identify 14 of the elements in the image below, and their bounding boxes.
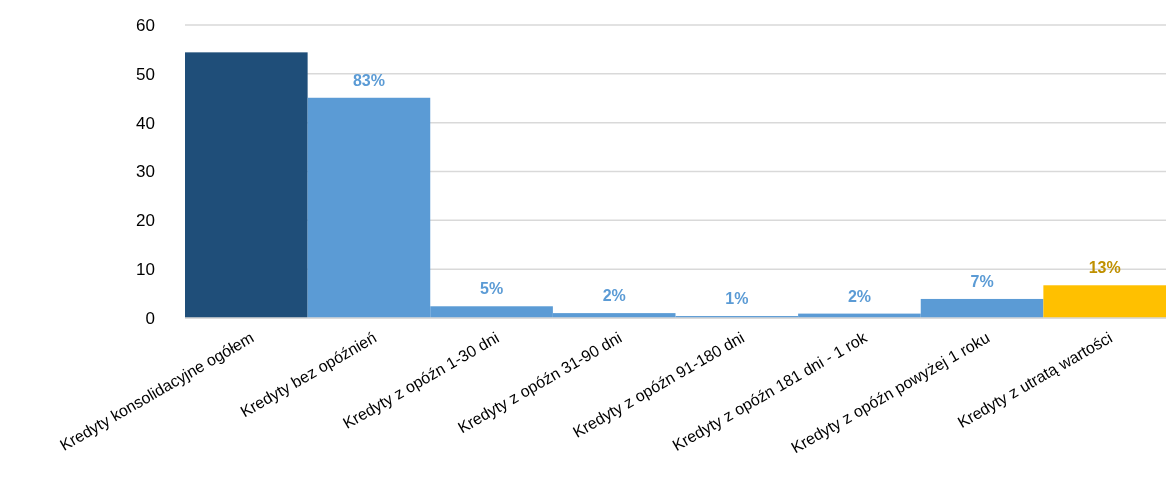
y-tick-label: 60 (136, 15, 155, 35)
annotation: 7% (970, 272, 994, 290)
y-tick-label: 0 (145, 308, 155, 328)
annotation: 2% (847, 287, 871, 305)
annotation: 1% (725, 290, 749, 308)
y-tick-label: 10 (136, 260, 155, 280)
annotation: 13% (1088, 259, 1121, 277)
y-tick-label: 30 (136, 162, 155, 182)
annotation: 83% (352, 71, 385, 89)
annotation: 2% (602, 287, 626, 305)
annotation: 5% (480, 280, 504, 298)
y-tick-label: 50 (136, 64, 155, 84)
y-tick-label: 20 (136, 211, 155, 231)
y-tick-label: 40 (136, 113, 155, 133)
